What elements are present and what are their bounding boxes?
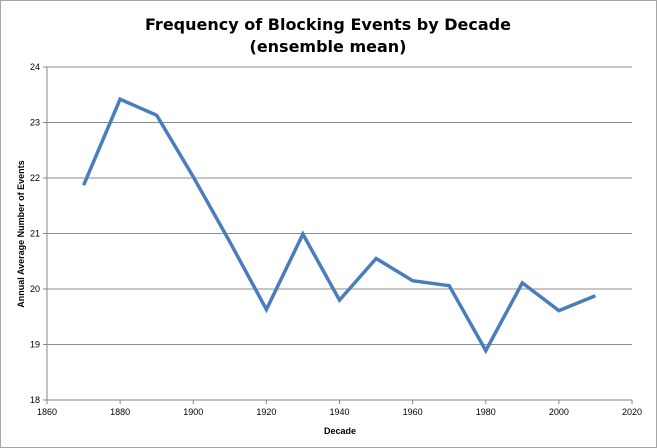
x-tick-labels: 1860 1880 1900 1920 1940 1960 1980 2000 2020 (37, 407, 642, 417)
chart-title: Frequency of Blocking Events by Decade (145, 15, 511, 34)
y-tick-label: 20 (30, 284, 40, 294)
series-group (81, 96, 597, 355)
axes (43, 66, 633, 404)
x-axis-label: Decade (324, 426, 356, 436)
y-tick-label: 18 (30, 395, 40, 405)
y-tick-label: 24 (30, 62, 40, 72)
x-tick-label: 2000 (549, 407, 569, 417)
x-tick-label: 1880 (110, 407, 130, 417)
y-tick-labels: 18 19 20 21 22 23 24 (30, 62, 40, 405)
series-line-0 (81, 96, 597, 355)
x-tick-label: 1980 (476, 407, 496, 417)
y-tick-label: 22 (30, 173, 40, 183)
x-tick-label: 1900 (183, 407, 203, 417)
x-tick-label: 1940 (329, 407, 349, 417)
y-axis-label: Annual Average Number of Events (16, 160, 26, 307)
chart-subtitle: (ensemble mean) (250, 37, 407, 56)
y-tick-label: 21 (30, 229, 40, 239)
gridlines (47, 66, 632, 345)
x-tick-label: 2020 (622, 407, 642, 417)
x-tick-label: 1960 (403, 407, 423, 417)
x-tick-label: 1920 (256, 407, 276, 417)
y-tick-label: 19 (30, 340, 40, 350)
x-tick-label: 1860 (37, 407, 57, 417)
y-tick-label: 23 (30, 118, 40, 128)
